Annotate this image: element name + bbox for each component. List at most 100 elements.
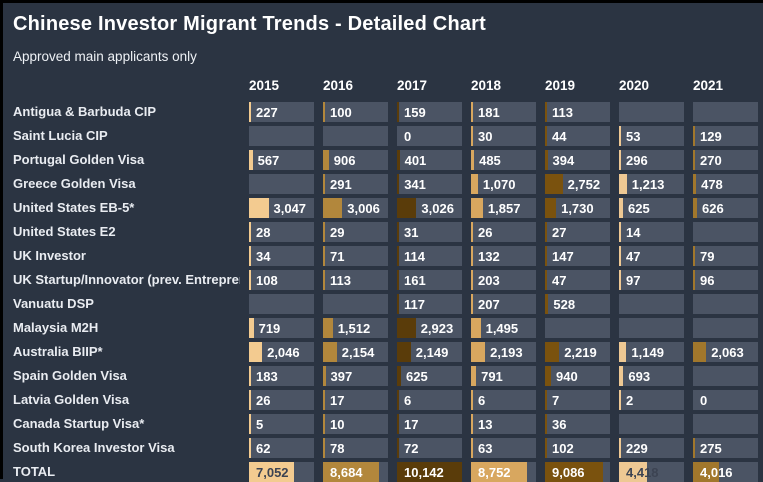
value-cell: 7,052 [249, 462, 314, 482]
value-cell: 296 [619, 150, 684, 170]
value-text: 17 [404, 417, 419, 432]
value-text: 9,086 [552, 465, 585, 480]
row-label: South Korea Investor Visa [13, 440, 175, 455]
value-bar [693, 270, 695, 290]
value-bar [471, 294, 473, 314]
data-table: 2015 2016 2017 2018 2019 2020 2021 Antigua & Ba… [13, 76, 763, 482]
value-bar [619, 342, 627, 362]
value-bar [545, 270, 547, 290]
value-bar [397, 414, 399, 434]
value-cell: 8,684 [323, 462, 388, 482]
value-cell: 36 [545, 414, 610, 434]
value-bar [471, 438, 473, 458]
value-cell: 719 [249, 318, 314, 338]
value-text: 97 [626, 273, 641, 288]
value-cell: 4,418 [619, 462, 684, 482]
value-bar [323, 198, 343, 218]
value-bar [323, 414, 325, 434]
value-bar [545, 414, 547, 434]
value-cell: 2,149 [397, 342, 462, 362]
value-bar [249, 462, 295, 482]
row-label: Malaysia M2H [13, 320, 99, 335]
value-bar [323, 318, 333, 338]
value-text: 940 [556, 369, 578, 384]
value-cell: 2,923 [397, 318, 462, 338]
value-bar [545, 198, 557, 218]
value-bar [471, 126, 473, 146]
value-text: 26 [478, 225, 493, 240]
value-cell [619, 294, 684, 314]
value-text: 129 [700, 129, 722, 144]
value-bar [693, 150, 695, 170]
value-cell: 53 [619, 126, 684, 146]
value-text: 7 [552, 393, 560, 408]
value-cell: 485 [471, 150, 536, 170]
value-text: 227 [256, 105, 278, 120]
value-text: 1,213 [631, 177, 665, 192]
value-text: 72 [404, 441, 419, 456]
value-cell: 78 [323, 438, 388, 458]
value-cell: 132 [471, 246, 536, 266]
value-cell: 47 [545, 270, 610, 290]
value-bar [471, 366, 477, 386]
value-bar [545, 438, 547, 458]
value-text: 485 [479, 153, 501, 168]
page-subtitle: Approved main applicants only [13, 49, 197, 64]
value-text: 1,730 [561, 201, 594, 216]
value-cell: 114 [397, 246, 462, 266]
value-text: 8,684 [330, 465, 363, 480]
value-text: 2,752 [567, 177, 601, 192]
value-bar [545, 126, 547, 146]
value-cell: 394 [545, 150, 610, 170]
value-cell: 203 [471, 270, 536, 290]
value-cell: 0 [693, 390, 758, 410]
value-text: 159 [404, 105, 426, 120]
value-cell: 2 [619, 390, 684, 410]
value-text: 3,026 [421, 201, 454, 216]
value-cell: 71 [323, 246, 388, 266]
value-text: 906 [333, 153, 356, 168]
value-cell [619, 414, 684, 434]
value-bar [249, 270, 251, 290]
column-header-2015: 2015 [249, 78, 280, 93]
value-bar [323, 342, 337, 362]
value-text: 3,006 [347, 201, 380, 216]
value-cell: 10 [323, 414, 388, 434]
value-text: 7,052 [256, 465, 289, 480]
value-bar [619, 222, 621, 242]
value-cell: 3,006 [323, 198, 388, 218]
value-cell: 291 [323, 174, 388, 194]
value-cell: 108 [249, 270, 314, 290]
value-bar [471, 102, 473, 122]
value-cell: 207 [471, 294, 536, 314]
value-cell: 96 [693, 270, 758, 290]
value-text: 567 [257, 153, 280, 168]
value-cell: 2,752 [545, 174, 610, 194]
value-cell: 129 [693, 126, 758, 146]
value-text: 401 [404, 153, 427, 168]
value-text: 79 [700, 249, 715, 264]
value-text: 147 [552, 249, 574, 264]
value-cell: 4,016 [693, 462, 758, 482]
value-bar [249, 414, 251, 434]
value-cell: 397 [323, 366, 388, 386]
value-text: 132 [478, 249, 500, 264]
value-bar [249, 438, 251, 458]
value-text: 296 [626, 153, 648, 168]
value-bar [397, 198, 417, 218]
value-cell [249, 126, 314, 146]
column-header-2019: 2019 [545, 78, 576, 93]
value-text: 13 [478, 417, 493, 432]
value-cell: 117 [397, 294, 462, 314]
value-text: 270 [700, 153, 722, 168]
value-bar [397, 438, 399, 458]
value-bar [323, 102, 325, 122]
value-text: 30 [478, 129, 493, 144]
value-cell [249, 294, 314, 314]
value-bar [471, 318, 481, 338]
value-cell: 626 [693, 198, 758, 218]
value-bar [323, 390, 325, 410]
value-cell: 100 [323, 102, 388, 122]
value-text: 719 [258, 321, 281, 336]
value-text: 113 [552, 105, 573, 120]
